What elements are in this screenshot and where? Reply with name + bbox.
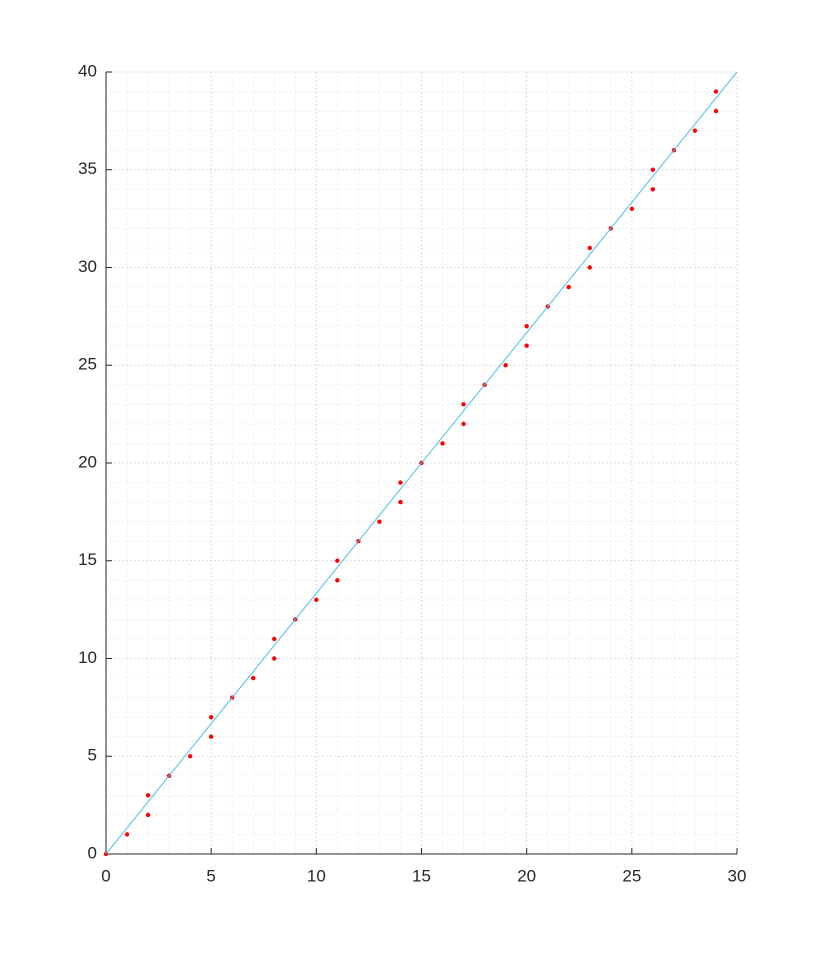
point	[145, 812, 151, 818]
point	[503, 363, 508, 368]
y-tick-label: 5	[88, 746, 97, 765]
x-tick-label: 25	[622, 866, 641, 885]
y-tick-label: 40	[78, 61, 97, 80]
point	[713, 108, 719, 114]
x-tick-label: 20	[517, 866, 536, 885]
point	[208, 714, 214, 720]
y-tick-label: 25	[78, 355, 97, 374]
point	[208, 734, 214, 739]
y-tick-label: 0	[88, 843, 97, 862]
x-tick-label: 15	[412, 866, 431, 885]
point	[377, 519, 382, 524]
point	[713, 89, 719, 94]
y-tick-label: 30	[78, 257, 97, 276]
y-tick-label: 10	[78, 648, 97, 667]
point	[124, 832, 130, 837]
point	[272, 656, 277, 661]
x-tick-label: 0	[101, 866, 110, 885]
point	[650, 167, 656, 172]
point	[587, 265, 592, 270]
point	[272, 636, 277, 642]
point	[314, 597, 319, 603]
point	[335, 578, 340, 583]
x-tick-label: 10	[307, 866, 326, 885]
y-tick-label: 20	[78, 452, 97, 471]
point	[524, 323, 529, 329]
point	[440, 441, 445, 446]
point	[335, 558, 340, 563]
y-tick-label: 35	[78, 159, 97, 178]
point	[251, 675, 256, 681]
point	[566, 284, 571, 290]
point	[461, 402, 466, 407]
point	[187, 754, 193, 759]
point	[398, 499, 403, 505]
point	[629, 206, 635, 212]
point	[461, 421, 466, 427]
x-tick-label: 30	[728, 866, 747, 885]
point	[692, 128, 698, 133]
point	[650, 187, 656, 192]
point	[145, 793, 151, 798]
point	[587, 245, 592, 251]
y-tick-label: 15	[78, 550, 97, 569]
point	[398, 480, 403, 485]
fit-line	[105, 71, 738, 855]
point	[524, 343, 529, 348]
x-tick-label: 5	[206, 866, 215, 885]
